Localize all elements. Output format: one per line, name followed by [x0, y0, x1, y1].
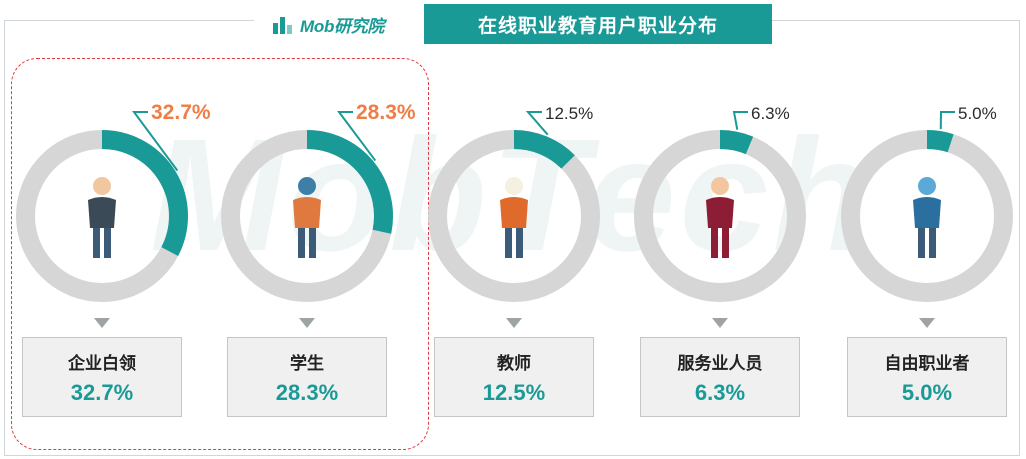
donut-slice-2 — [306, 130, 393, 234]
service-worker-icon — [706, 177, 734, 258]
category-value-2: 28.3% — [275, 379, 339, 405]
leader-line-1 — [132, 111, 179, 172]
category-label-3: 教师 — [497, 353, 531, 374]
leader-line-2 — [337, 111, 377, 162]
freelancer-icon — [913, 177, 941, 258]
donut-charts: 32.7% 28.3% 12.5% 6.3% 5.0% — [16, 101, 1013, 302]
value-label-4: 6.3% — [751, 104, 790, 123]
leader-line-4 — [732, 111, 748, 130]
leader-line-5 — [939, 111, 955, 130]
donut-slice-5 — [926, 130, 954, 153]
category-label-1: 企业白领 — [68, 353, 136, 374]
category-value-4: 6.3% — [694, 379, 746, 405]
student-icon — [293, 177, 321, 258]
category-value-3: 12.5% — [482, 379, 546, 405]
leader-line-3 — [525, 111, 549, 136]
chart-title: 在线职业教育用户职业分布 — [424, 4, 772, 44]
category-value-5: 5.0% — [901, 379, 953, 405]
category-box-4: 服务业人员 6.3% — [640, 337, 800, 417]
category-value-1: 32.7% — [70, 379, 134, 405]
donut-slice-4 — [719, 130, 754, 155]
category-box-5: 自由职业者 5.0% — [847, 337, 1007, 417]
header-banner: Mob研究院 在线职业教育用户职业分布 — [254, 4, 772, 44]
category-box-1: 企业白领 32.7% — [22, 337, 182, 417]
brand-name: Mob研究院 — [300, 16, 385, 36]
category-box-2: 学生 28.3% — [227, 337, 387, 417]
pointer-arrow-2 — [299, 318, 315, 328]
category-label-4: 服务业人员 — [677, 353, 763, 374]
businessman-icon — [88, 177, 116, 258]
pointer-arrow-5 — [919, 318, 935, 328]
highlight-group-border — [11, 58, 429, 450]
pointer-arrow-4 — [712, 318, 728, 328]
donut-slice-1 — [101, 130, 188, 256]
mob-logo-icon — [273, 17, 292, 34]
value-label-1: 32.7% — [151, 101, 211, 124]
donut-slice-3 — [513, 130, 575, 169]
category-label-5: 自由职业者 — [884, 353, 970, 374]
category-box-3: 教师 12.5% — [434, 337, 594, 417]
teacher-icon — [500, 177, 528, 258]
value-label-3: 12.5% — [545, 104, 593, 123]
value-label-5: 5.0% — [958, 104, 997, 123]
value-label-2: 28.3% — [356, 101, 416, 124]
pointer-arrow-3 — [506, 318, 522, 328]
category-label-2: 学生 — [290, 353, 324, 374]
brand: Mob研究院 — [254, 4, 424, 44]
pointer-arrow-1 — [94, 318, 110, 328]
